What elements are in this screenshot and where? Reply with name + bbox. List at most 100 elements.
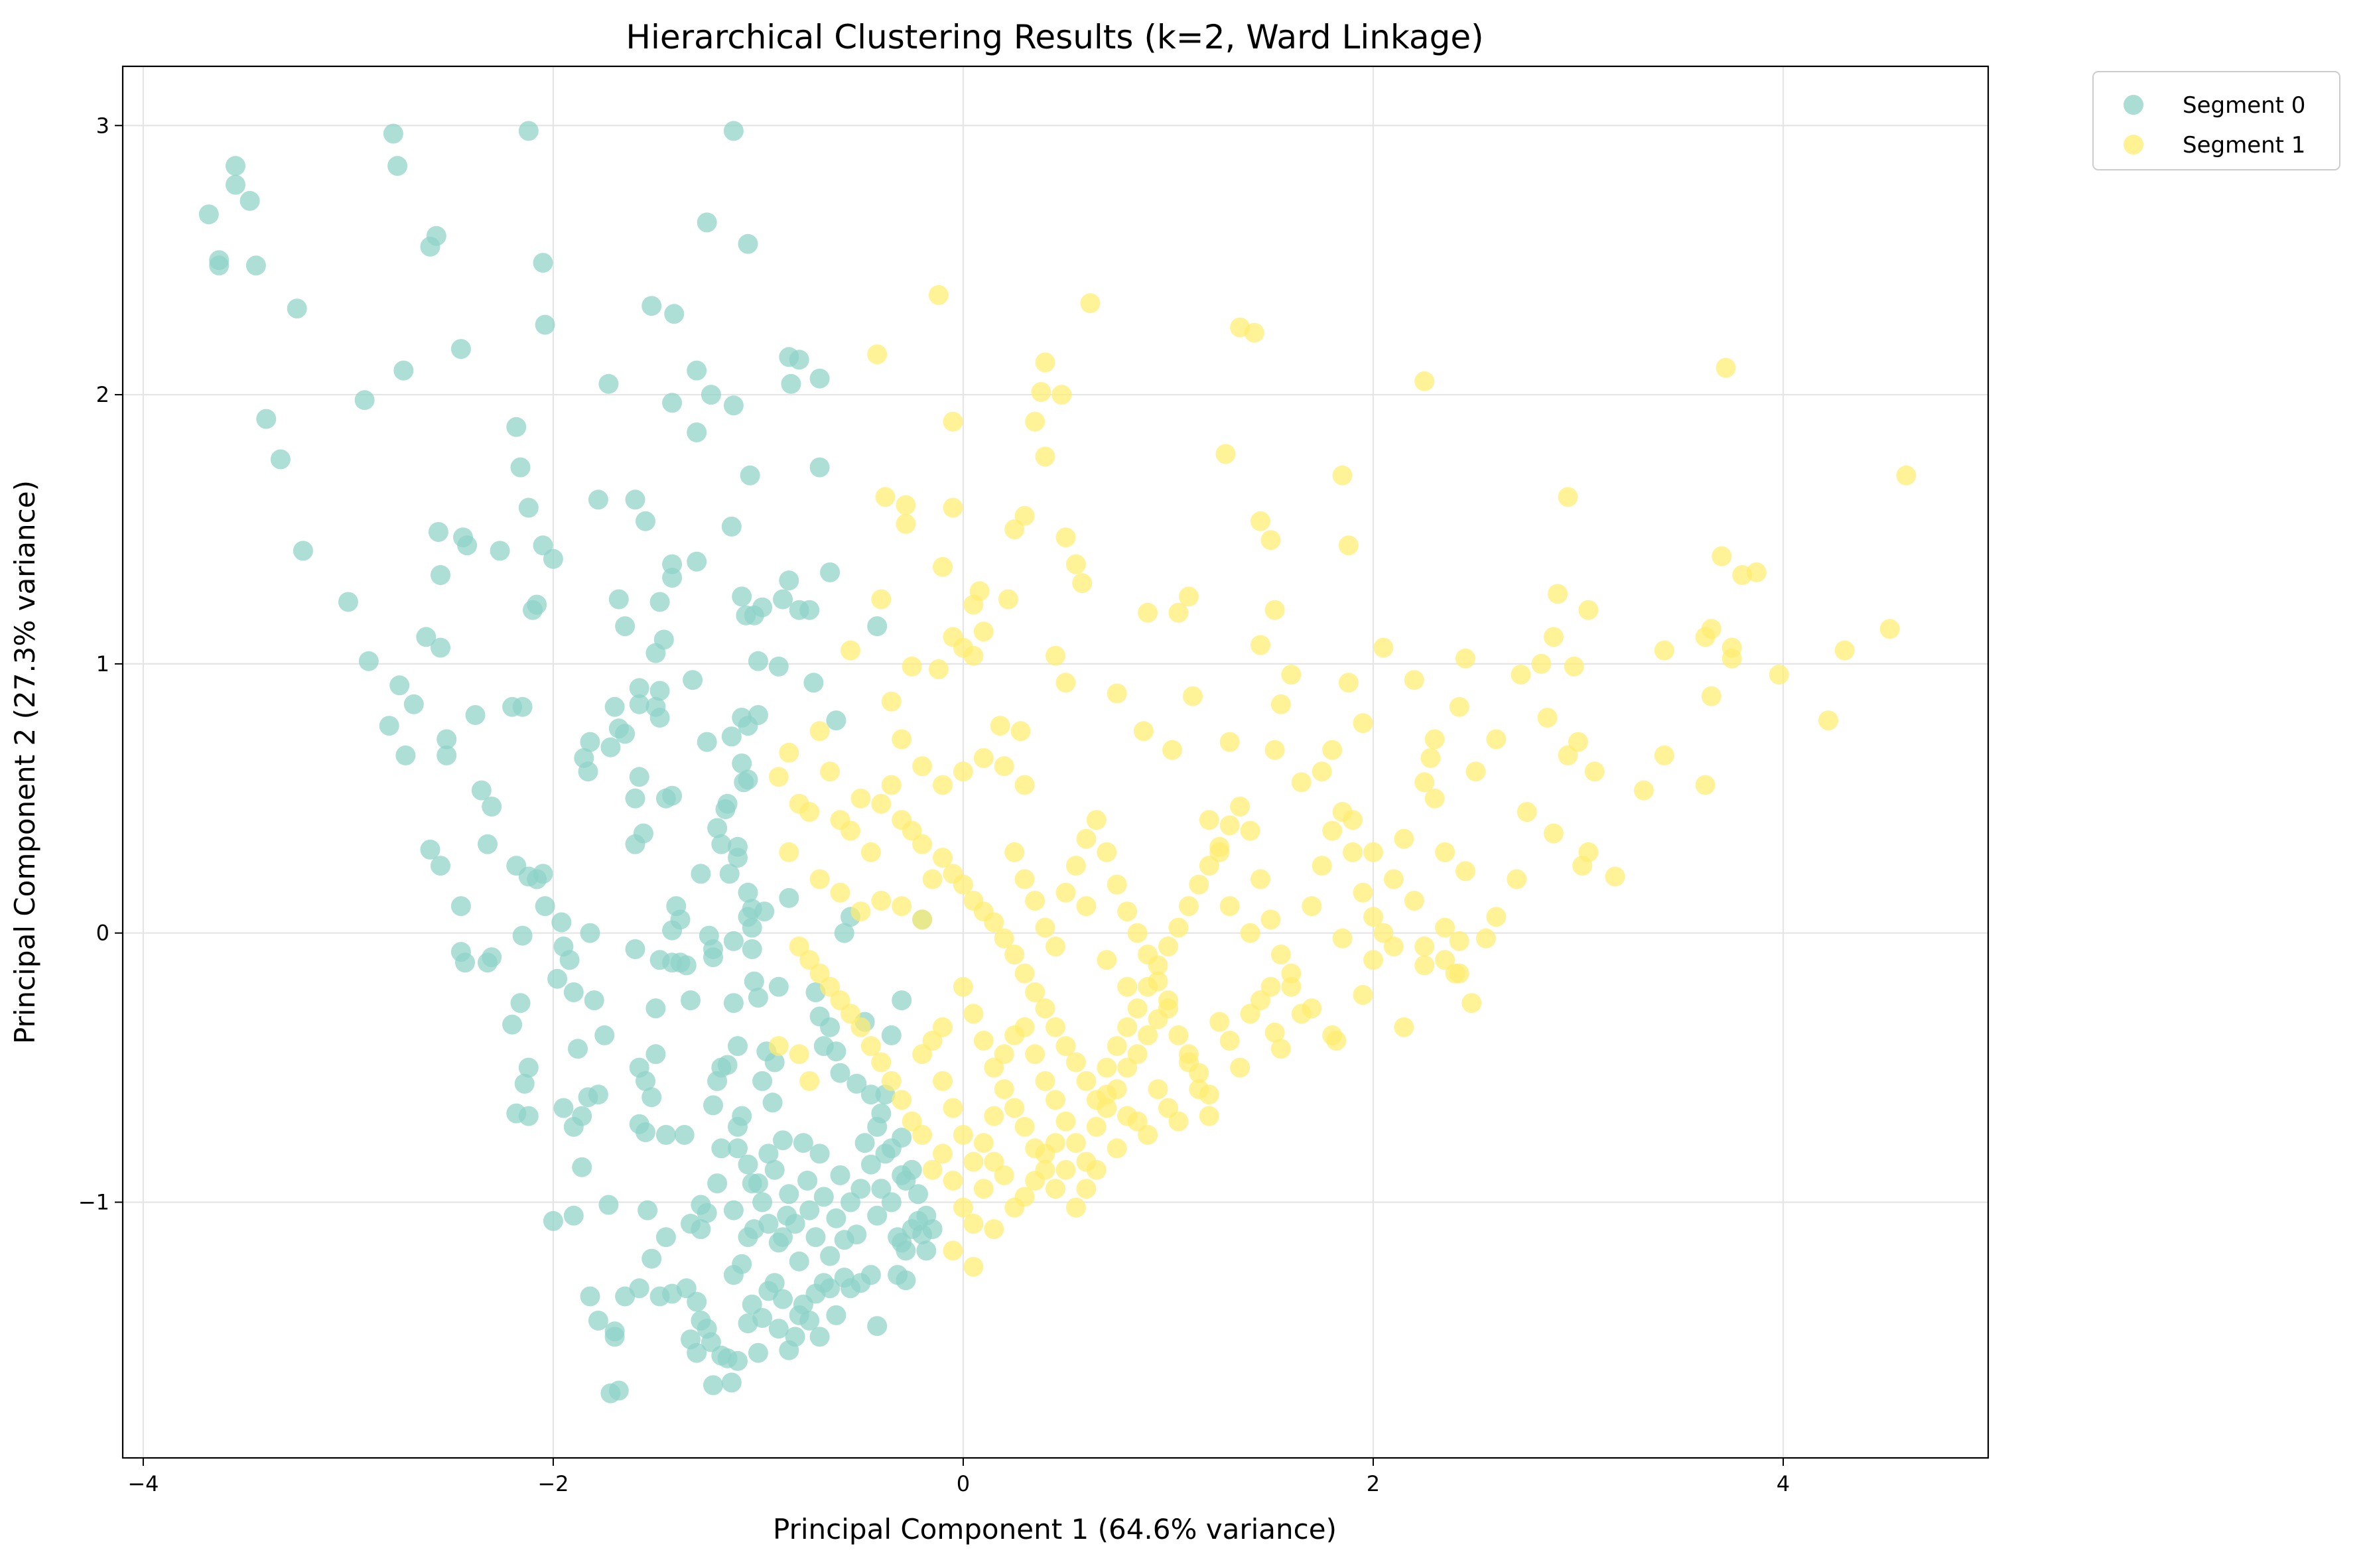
- data-point: [1127, 998, 1148, 1019]
- data-point: [1543, 823, 1564, 844]
- data-point: [1055, 527, 1076, 548]
- data-point: [875, 487, 896, 507]
- data-point: [1230, 797, 1250, 817]
- data-point: [535, 314, 555, 335]
- data-point: [809, 721, 830, 742]
- data-point: [711, 834, 732, 854]
- data-point: [553, 1098, 574, 1118]
- data-point: [963, 1004, 984, 1024]
- data-point: [797, 1171, 818, 1191]
- data-point: [1654, 640, 1674, 661]
- data-point: [1270, 694, 1291, 714]
- data-point: [588, 1311, 608, 1331]
- data-point: [588, 490, 608, 510]
- data-point: [1051, 385, 1072, 405]
- data-point: [1486, 729, 1507, 750]
- data-point: [1564, 656, 1584, 677]
- data-point: [256, 409, 277, 429]
- data-point: [1133, 721, 1154, 742]
- data-point: [785, 1214, 805, 1234]
- data-point: [691, 1219, 711, 1240]
- legend-label-segment-1: Segment 1: [2183, 132, 2305, 159]
- data-point: [512, 696, 533, 717]
- data-point: [1291, 772, 1312, 793]
- data-point: [752, 1071, 773, 1091]
- data-point: [994, 928, 1014, 948]
- data-point: [728, 848, 748, 868]
- data-point: [580, 1286, 600, 1307]
- data-point: [933, 848, 953, 868]
- data-point: [1264, 1022, 1285, 1043]
- data-point: [912, 756, 933, 777]
- data-point: [892, 1128, 912, 1148]
- data-point: [642, 1087, 662, 1108]
- data-point: [1879, 619, 1900, 639]
- data-point: [707, 818, 728, 838]
- data-point: [744, 971, 764, 992]
- data-point: [717, 793, 738, 814]
- data-point: [510, 993, 531, 1013]
- data-point: [1055, 1159, 1076, 1180]
- data-point: [953, 1125, 973, 1145]
- data-point: [850, 788, 871, 809]
- data-point: [1219, 896, 1240, 917]
- data-point: [1414, 937, 1435, 956]
- data-point: [779, 570, 799, 591]
- data-point: [1264, 600, 1285, 620]
- data-point: [568, 1039, 588, 1059]
- data-point: [1558, 745, 1578, 765]
- data-point: [506, 417, 527, 437]
- data-point: [625, 490, 645, 510]
- data-point: [1046, 645, 1065, 666]
- data-point: [773, 1289, 793, 1309]
- data-point: [799, 802, 820, 822]
- data-point: [1250, 635, 1270, 655]
- data-point: [697, 732, 717, 752]
- data-point: [1404, 670, 1424, 690]
- data-point: [826, 1208, 846, 1228]
- data-point: [649, 592, 670, 612]
- data-point: [1097, 1098, 1117, 1118]
- data-point: [871, 793, 892, 814]
- data-point: [1097, 950, 1117, 970]
- data-point: [1107, 683, 1127, 704]
- data-point: [834, 923, 854, 943]
- data-point: [598, 373, 619, 394]
- data-point: [742, 1294, 762, 1315]
- data-point: [1291, 1004, 1312, 1024]
- data-point: [973, 1133, 994, 1153]
- data-point: [1219, 732, 1240, 752]
- legend-marker-segment-1: [2124, 135, 2143, 155]
- data-point: [871, 1103, 892, 1124]
- data-point: [393, 360, 414, 381]
- data-point: [799, 1071, 820, 1091]
- data-point: [1264, 740, 1285, 760]
- data-point: [799, 1311, 820, 1331]
- data-point: [543, 1210, 563, 1231]
- data-point: [642, 296, 662, 316]
- data-point: [1025, 1044, 1046, 1065]
- data-point: [1250, 511, 1270, 531]
- data-point: [1107, 1079, 1127, 1100]
- data-point: [1260, 530, 1281, 551]
- x-axis-title: Principal Component 1 (64.6% variance): [773, 1513, 1337, 1545]
- data-point: [633, 823, 653, 844]
- data-point: [973, 621, 994, 642]
- data-point: [1138, 1025, 1158, 1045]
- data-point: [239, 190, 260, 211]
- data-point: [1240, 820, 1260, 841]
- data-point: [403, 694, 424, 714]
- data-point: [1209, 836, 1230, 857]
- data-point: [426, 226, 446, 246]
- data-point: [881, 1192, 902, 1212]
- data-point: [813, 1187, 834, 1207]
- data-point: [867, 1316, 888, 1337]
- data-point: [604, 696, 625, 717]
- x-tick-label: −4: [127, 1471, 159, 1496]
- data-point: [615, 616, 636, 637]
- data-point: [850, 1017, 871, 1037]
- data-point: [711, 1138, 732, 1159]
- data-point: [662, 785, 683, 806]
- data-point: [973, 748, 994, 768]
- data-point: [773, 1227, 793, 1248]
